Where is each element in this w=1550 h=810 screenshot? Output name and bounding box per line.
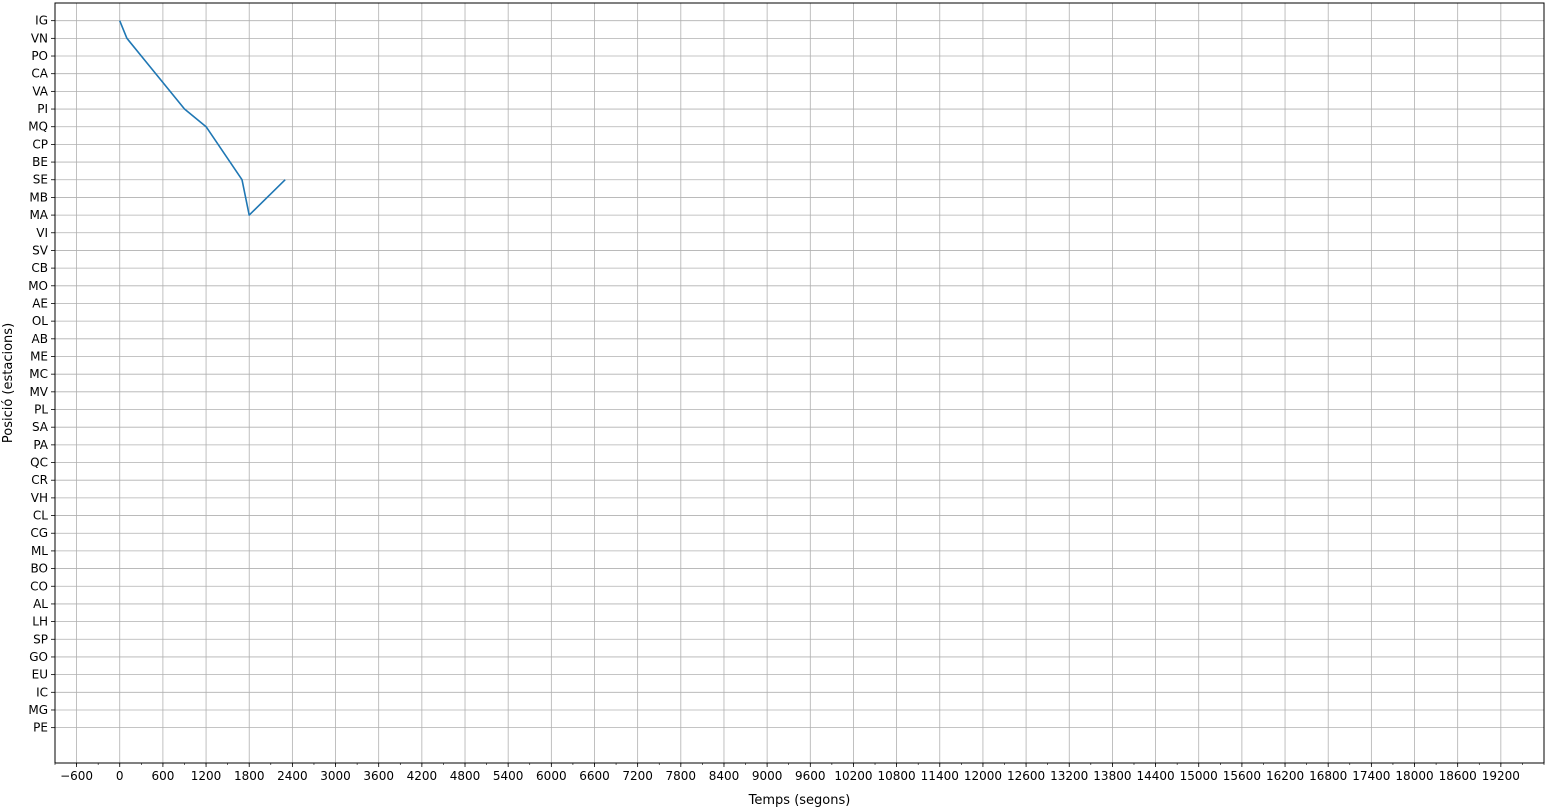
y-tick-label: PO	[31, 49, 48, 63]
x-tick-label: 11400	[921, 769, 959, 783]
y-tick-label: GO	[29, 650, 48, 664]
x-tick-label: 600	[151, 769, 174, 783]
y-tick-label: PI	[37, 102, 48, 116]
x-tick-label: 19200	[1482, 769, 1520, 783]
y-tick-label: MA	[29, 208, 48, 222]
y-tick-label: AB	[32, 332, 48, 346]
y-tick-label: ME	[30, 349, 48, 363]
axes-frame	[54, 2, 1545, 764]
x-tick-label: 16200	[1266, 769, 1304, 783]
y-tick-label: AE	[32, 296, 48, 310]
grid-layer	[55, 3, 1544, 763]
y-tick-label: CP	[32, 137, 48, 151]
y-tick-label: SP	[33, 632, 48, 646]
x-tick-label: 7200	[622, 769, 653, 783]
x-tick-label: 10800	[878, 769, 916, 783]
y-tick-label: OL	[32, 314, 48, 328]
y-tick-label: IC	[36, 685, 48, 699]
y-tick-label: SV	[32, 243, 49, 257]
x-axis-label: Temps (segons)	[748, 793, 851, 808]
y-tick-label: EU	[32, 668, 48, 682]
x-tick-label: 9600	[795, 769, 826, 783]
y-tick-label: QC	[30, 456, 48, 470]
x-tick-label: 15000	[1180, 769, 1218, 783]
x-tick-label: 3000	[320, 769, 351, 783]
x-tick-label: 0	[116, 769, 124, 783]
x-tick-label: 2400	[277, 769, 308, 783]
x-tick-label: 1800	[234, 769, 265, 783]
y-axis-ticks: PE MG IC EU GO SP LH AL CO BO ML CG CL VH CR QC PA SA PL MV…	[28, 14, 55, 735]
x-tick-label: 8400	[709, 769, 740, 783]
x-tick-label: 6000	[536, 769, 567, 783]
y-tick-label: IG	[35, 14, 48, 28]
y-axis-label: Posició (estacions)	[1, 323, 16, 443]
y-tick-label: MQ	[28, 120, 48, 134]
y-tick-label: MB	[29, 190, 48, 204]
y-tick-label: VI	[36, 226, 48, 240]
y-tick-label: VN	[31, 31, 48, 45]
x-tick-label: 4800	[450, 769, 481, 783]
y-tick-label: BE	[32, 155, 48, 169]
x-tick-label: 10200	[834, 769, 872, 783]
x-tick-label: 7800	[666, 769, 697, 783]
y-tick-label: PE	[33, 721, 48, 735]
y-tick-label: VH	[31, 491, 48, 505]
y-tick-label: CB	[31, 261, 48, 275]
y-tick-label: CR	[31, 473, 48, 487]
y-tick-label: CL	[33, 509, 48, 523]
y-tick-label: MC	[29, 367, 48, 381]
x-tick-label: 9000	[752, 769, 783, 783]
y-tick-label: SE	[33, 173, 48, 187]
y-tick-label: PL	[34, 403, 48, 417]
y-tick-label: MO	[28, 279, 48, 293]
series-lines	[118, 20, 286, 216]
y-tick-label: CG	[30, 526, 48, 540]
y-tick-label: ML	[31, 544, 48, 558]
x-tick-label: 13800	[1093, 769, 1131, 783]
x-tick-label: 12000	[964, 769, 1002, 783]
x-tick-label: 6600	[579, 769, 610, 783]
y-tick-label: CA	[31, 67, 48, 81]
x-tick-label: 5400	[493, 769, 524, 783]
x-tick-label: 18600	[1439, 769, 1477, 783]
x-tick-label: −600	[60, 769, 93, 783]
y-tick-label: SA	[32, 420, 49, 434]
x-tick-label: 12600	[1007, 769, 1045, 783]
x-tick-label: 3600	[363, 769, 394, 783]
x-tick-label: 13200	[1050, 769, 1088, 783]
y-tick-label: BO	[31, 562, 48, 576]
y-tick-label: PA	[33, 438, 48, 452]
x-axis-ticks: −600 0 600 1200 1800 2400 3000 3600 4200 4800 5400…	[54, 763, 1545, 783]
x-tick-label: 18000	[1395, 769, 1433, 783]
x-tick-label: 14400	[1136, 769, 1174, 783]
y-tick-label: AL	[33, 597, 48, 611]
series-line	[118, 20, 286, 216]
x-tick-label: 17400	[1352, 769, 1390, 783]
y-tick-label: VA	[32, 84, 48, 98]
y-tick-label: LH	[32, 615, 48, 629]
x-tick-label: 4200	[407, 769, 438, 783]
x-tick-label: 1200	[191, 769, 222, 783]
y-tick-label: MG	[28, 703, 48, 717]
x-tick-label: 16800	[1309, 769, 1347, 783]
x-tick-label: 15600	[1223, 769, 1261, 783]
y-tick-label: MV	[29, 385, 48, 399]
y-tick-label: CO	[30, 579, 48, 593]
